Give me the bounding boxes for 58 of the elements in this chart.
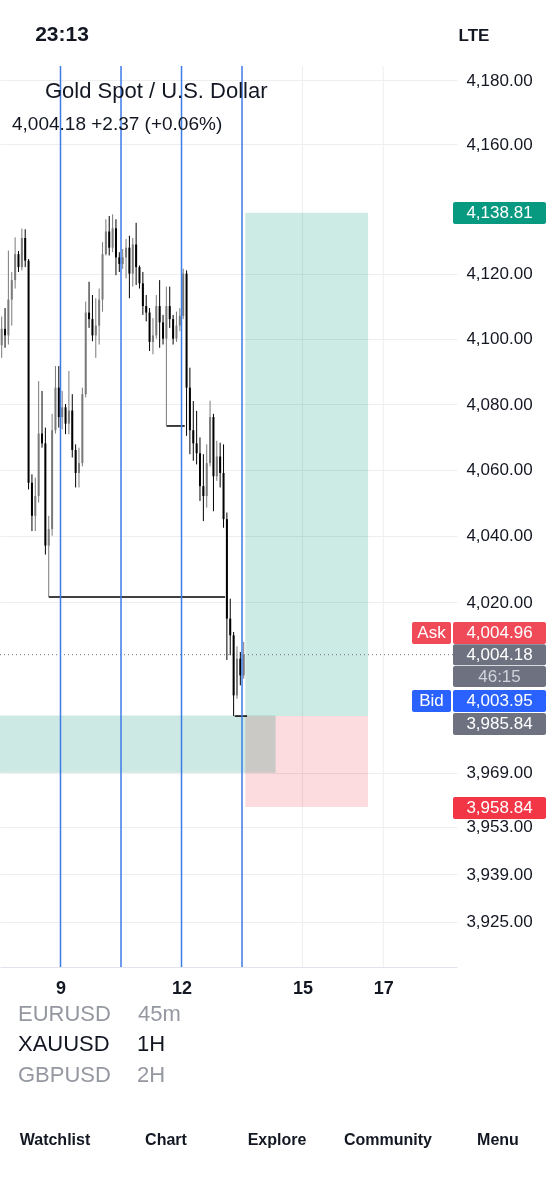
x-tick-label: 17 <box>373 977 394 998</box>
text: XAUUSD <box>18 1031 110 1056</box>
y-tick-label: 4,180.00 <box>466 70 533 90</box>
text: LTE <box>458 26 490 45</box>
candlestick <box>64 403 67 435</box>
text: 46:15 <box>478 666 521 686</box>
text: 1H <box>137 1031 166 1056</box>
candlestick <box>215 440 218 482</box>
y-tick-label: 4,120.00 <box>466 264 533 284</box>
text: 4,004.96 <box>466 623 533 642</box>
text: Chart <box>145 1131 188 1148</box>
text: 4,138.81 <box>466 203 533 222</box>
candlestick <box>17 250 20 273</box>
y-tick-label: 4,040.00 <box>466 526 533 546</box>
y-tick-label: 4,160.00 <box>466 134 533 154</box>
x-tick-label: 15 <box>293 977 314 998</box>
candlestick <box>175 311 178 343</box>
text: 3,958.84 <box>466 798 533 817</box>
candlestick <box>219 442 222 488</box>
candlestick <box>4 307 7 349</box>
x-tick-label: 9 <box>56 977 67 998</box>
text: 23:13 <box>35 22 89 45</box>
y-tick-label: 4,020.00 <box>466 592 533 612</box>
text: EURUSD <box>18 1001 111 1026</box>
candlestick <box>178 307 181 332</box>
candlestick <box>198 436 201 502</box>
ref-line-label: 4,004.18 <box>466 644 533 664</box>
y-tick-label: 3,969.00 <box>466 763 533 783</box>
text: 2H <box>137 1062 166 1087</box>
candlestick <box>108 215 111 256</box>
candlestick <box>158 279 161 349</box>
text: Community <box>344 1131 433 1148</box>
y-tick-label: 4,100.00 <box>466 329 533 349</box>
candlestick <box>34 477 37 532</box>
annotation: Ask <box>417 623 447 642</box>
text: Menu <box>477 1131 519 1148</box>
y-tick-label: 3,953.00 <box>466 817 533 837</box>
candlestick <box>111 213 114 253</box>
candlestick <box>0 316 3 359</box>
y-tick-label: 3,925.00 <box>466 912 533 932</box>
candlestick <box>74 443 77 488</box>
candlestick <box>135 222 138 286</box>
text: 3,985.84 <box>466 714 533 733</box>
candlestick <box>24 228 27 268</box>
text: 45m <box>138 1001 181 1026</box>
y-tick-label: 3,939.00 <box>466 864 533 884</box>
candlestick <box>125 238 128 279</box>
candlestick <box>239 651 242 686</box>
y-tick-label: 4,060.00 <box>466 460 533 480</box>
text: GBPUSD <box>18 1062 111 1087</box>
candlestick <box>141 271 144 316</box>
x-tick-label: 12 <box>171 977 193 998</box>
y-tick-label: 4,080.00 <box>466 394 533 414</box>
text: 4,003.95 <box>466 691 533 710</box>
candlestick <box>61 390 64 430</box>
annotation: Bid <box>419 691 444 710</box>
text: Watchlist <box>19 1131 91 1148</box>
text: Explore <box>247 1131 307 1148</box>
